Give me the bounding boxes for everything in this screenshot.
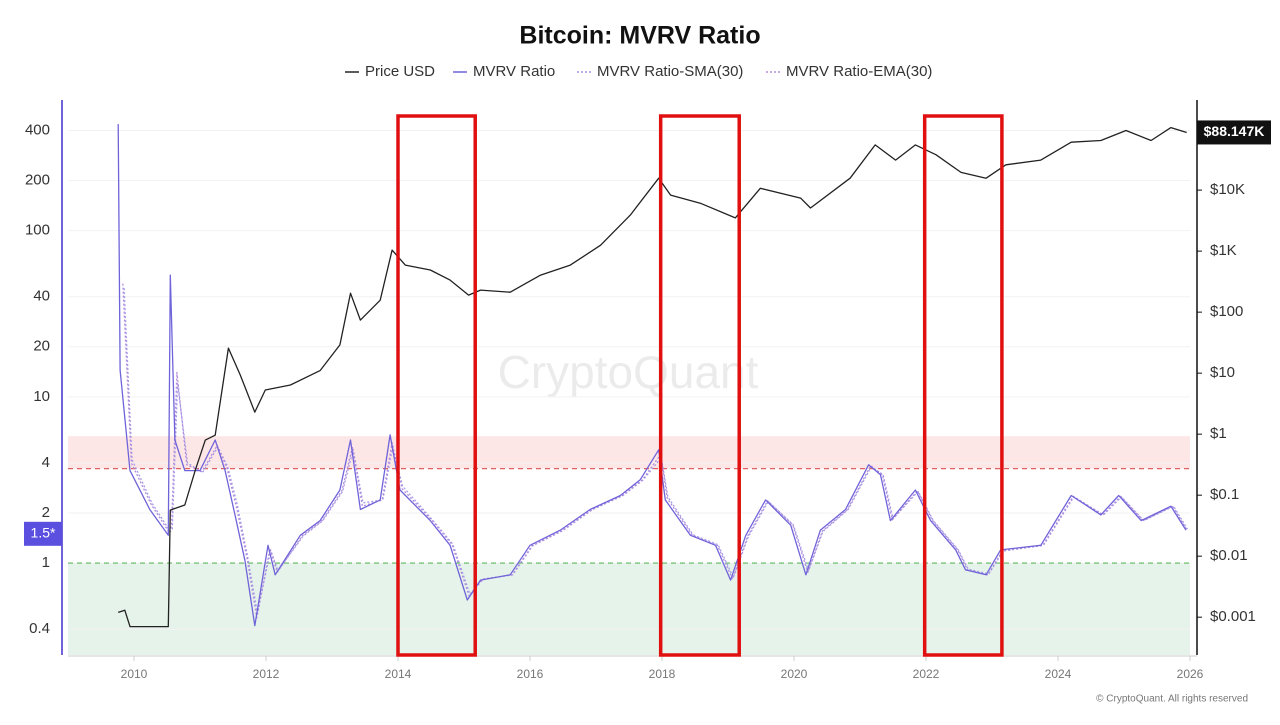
y-tick-label: 40 [33, 288, 50, 305]
zone-band [68, 563, 1190, 655]
series-line [117, 124, 1187, 627]
y-tick-label: 200 [25, 171, 50, 188]
series-line [122, 283, 1188, 619]
x-tick-label: 2010 [121, 667, 148, 681]
y-tick-label: 4 [42, 454, 50, 471]
y2-tick-label: $1K [1210, 242, 1237, 259]
highlight-box [396, 114, 477, 657]
watermark: CryptoQuant [498, 346, 759, 398]
footer: © CryptoQuant. All rights reserved [1096, 694, 1248, 705]
legend-item: MVRV Ratio-EMA(30) [766, 63, 932, 80]
current-value-box [24, 521, 62, 546]
y2-tick-label: $10K [1210, 181, 1245, 198]
x-tick-label: 2026 [1177, 667, 1204, 681]
x-tick-label: 2012 [253, 667, 280, 681]
y-tick-label: 10 [33, 388, 50, 405]
highlight-box [658, 114, 741, 657]
y-tick-label: 1 [42, 554, 50, 571]
y2-tick-label: $10 [1210, 364, 1235, 381]
legend-item: MVRV Ratio [453, 63, 555, 80]
y2-tick-label: $0.1 [1210, 486, 1239, 503]
x-tick-label: 2018 [649, 667, 676, 681]
y-tick-label: 20 [33, 338, 50, 355]
legend-item: Price USD [345, 63, 435, 80]
chart-title: Bitcoin: MVRV Ratio [519, 22, 760, 50]
legend-label: MVRV Ratio [473, 63, 555, 80]
y-tick-label: 100 [25, 222, 50, 239]
zone-band [68, 436, 1190, 469]
y-tick-label: 2 [42, 504, 50, 521]
y2-tick-label: $0.01 [1210, 547, 1248, 564]
current-value-label: 1.5* [31, 525, 56, 541]
x-tick-label: 2024 [1045, 667, 1072, 681]
y2-tick-label: $0.001 [1210, 608, 1256, 625]
current-value-box [1197, 120, 1271, 145]
x-tick-label: 2020 [781, 667, 808, 681]
series-line [117, 126, 1187, 628]
highlight-box [922, 114, 1004, 657]
x-tick-label: 2014 [385, 667, 412, 681]
y-tick-label: 400 [25, 121, 50, 138]
y2-tick-label: $100 [1210, 303, 1243, 320]
x-tick-label: 2016 [517, 667, 544, 681]
y-tick-label: 0.4 [29, 620, 50, 637]
current-value-label: $88.147K [1204, 123, 1265, 139]
legend-label: MVRV Ratio-EMA(30) [786, 63, 932, 80]
legend-item: MVRV Ratio-SMA(30) [577, 63, 743, 80]
y2-tick-label: $1 [1210, 425, 1227, 442]
legend-label: MVRV Ratio-SMA(30) [597, 63, 743, 80]
legend-label: Price USD [365, 63, 435, 80]
x-tick-label: 2022 [913, 667, 940, 681]
